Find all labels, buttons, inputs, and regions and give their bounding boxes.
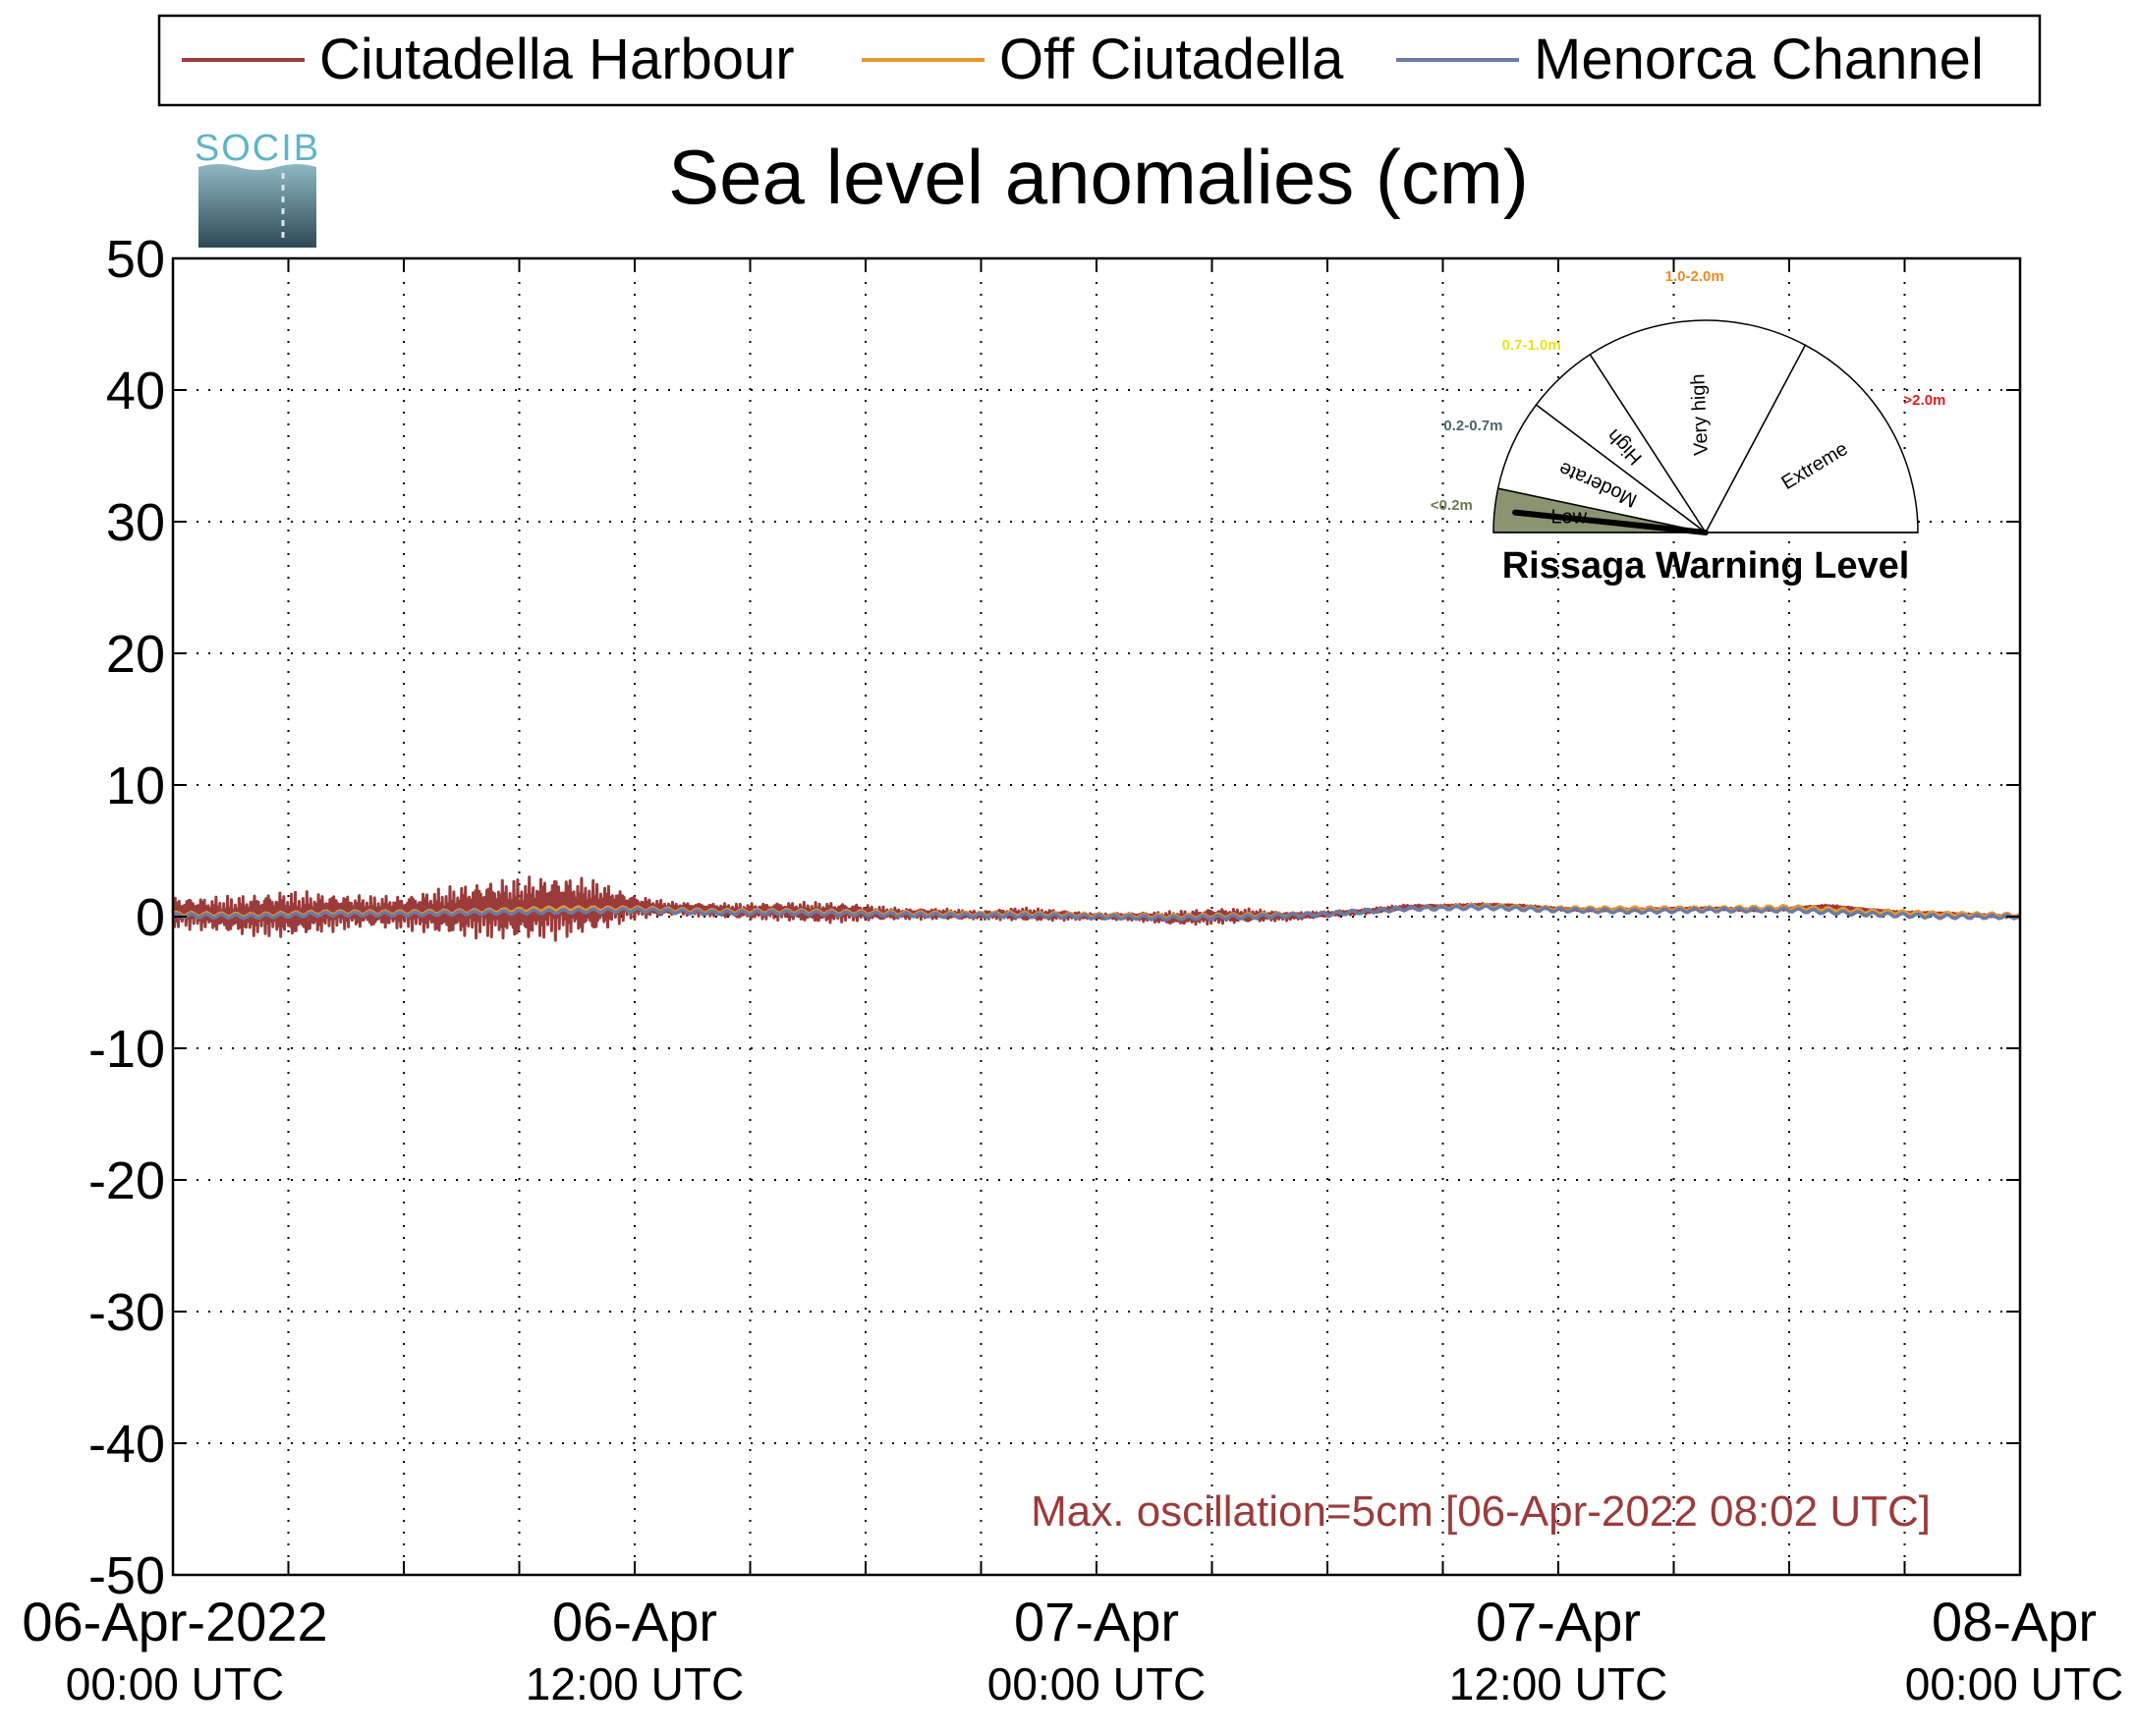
max-oscillation-annotation: Max. oscillation=5cm [06-Apr-2022 08:02 …	[1031, 1487, 1931, 1536]
gauge-range-label: 0.7-1.0m	[1502, 337, 1561, 354]
y-axis: 50 40 30 20 10 0 -10 -20 -30 -40 -50	[88, 230, 2020, 1605]
legend-box	[157, 14, 2042, 107]
y-tick-label: 20	[106, 625, 165, 684]
series-layer	[171, 875, 2022, 942]
x-tick-label-date: 07-Apr	[1476, 1591, 1641, 1652]
logo-text: SOCIB	[195, 128, 320, 169]
gauge-segment-very-high	[1589, 319, 1807, 534]
gauge-segment-extreme	[1704, 344, 1919, 533]
y-tick-label: -10	[88, 1020, 165, 1079]
y-tick-label: -40	[88, 1415, 165, 1474]
x-tick-label-time: 00:00 UTC	[66, 1658, 284, 1709]
plot-area: 50 40 30 20 10 0 -10 -20 -30 -40 -50 06-Apr-2022 00…	[22, 230, 2123, 1709]
x-tick-label-time: 12:00 UTC	[1449, 1658, 1667, 1709]
gauge-range-label: >2.0m	[1903, 392, 1945, 409]
x-axis: 06-Apr-2022 00:00 UTC 06-Apr 12:00 UTC 07-Ap…	[22, 258, 2123, 1709]
gauge-needle	[1512, 509, 1709, 535]
x-tick-label-date: 06-Apr-2022	[22, 1591, 327, 1652]
series-line-menorca-channel	[172, 904, 2022, 922]
y-tick-label: 40	[106, 362, 165, 420]
gauge-segment-label: Very high	[1687, 373, 1713, 456]
chart-title: Sea level anomalies (cm)	[668, 134, 1529, 220]
rissaga-warning-gauge: Low<0.2mModerate0.2-0.7mHigh0.7-1.0mVery…	[1431, 268, 1945, 587]
x-tick-label-date: 07-Apr	[1014, 1591, 1179, 1652]
legend-label-off-ciutadella: Off Ciutadella	[999, 28, 1344, 91]
y-tick-label: -50	[88, 1546, 165, 1605]
gauge-range-label: 0.2-0.7m	[1443, 418, 1502, 434]
x-tick-label-date: 06-Apr	[552, 1591, 717, 1652]
legend: Ciutadella Harbour Off Ciutadella Menorc…	[157, 14, 2042, 107]
y-tick-label: 50	[106, 230, 165, 289]
socib-logo: SOCIB	[195, 128, 320, 248]
x-tick-label-time: 00:00 UTC	[1905, 1658, 2123, 1709]
x-tick-label-time: 12:00 UTC	[526, 1658, 744, 1709]
y-tick-label: -30	[88, 1283, 165, 1342]
gauge-range-label: 1.0-2.0m	[1665, 268, 1724, 285]
gauge-segments: Low<0.2mModerate0.2-0.7mHigh0.7-1.0mVery…	[1431, 268, 1945, 535]
legend-label-ciutadella-harbour: Ciutadella Harbour	[319, 28, 795, 91]
x-tick-label-date: 08-Apr	[1932, 1591, 2097, 1652]
y-tick-label: 10	[106, 756, 165, 815]
legend-label-menorca-channel: Menorca Channel	[1534, 28, 1984, 91]
y-tick-label: -20	[88, 1151, 165, 1210]
logo-wave-block	[198, 164, 316, 248]
y-tick-label: 0	[136, 888, 165, 947]
gauge-range-label: <0.2m	[1431, 497, 1473, 514]
y-tick-label: 30	[106, 493, 165, 552]
x-tick-label-time: 00:00 UTC	[987, 1658, 1206, 1709]
gauge-title: Rissaga Warning Level	[1502, 545, 1910, 587]
